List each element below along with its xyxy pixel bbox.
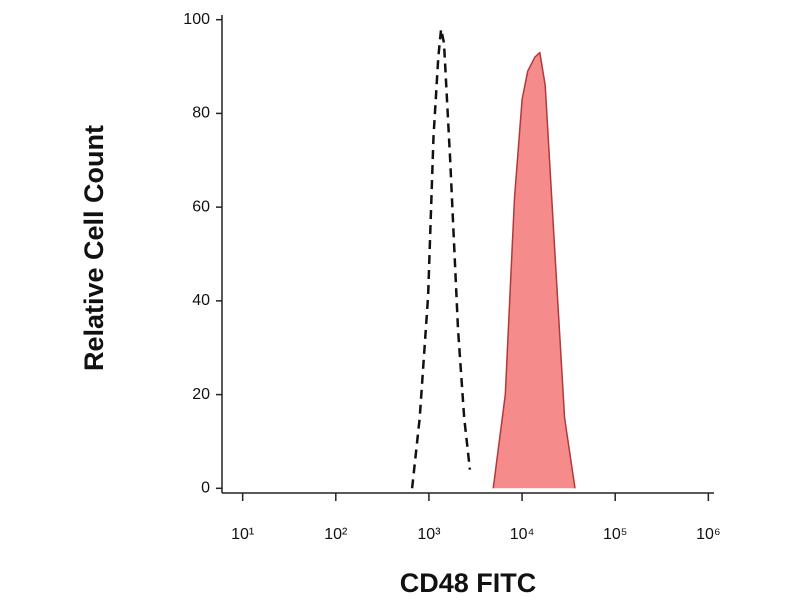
- x-tick-label: 10⁶: [696, 526, 720, 543]
- y-tick-label: 80: [192, 105, 210, 122]
- x-tick-label: 10³: [417, 526, 441, 543]
- y-tick-label: 40: [192, 292, 210, 309]
- y-tick-label: 0: [201, 480, 210, 497]
- x-axis-title: CD48 FITC: [400, 568, 537, 598]
- y-tick-label: 20: [192, 386, 210, 403]
- x-tick-label: 10⁴: [510, 526, 535, 543]
- y-tick-label: 100: [183, 11, 210, 28]
- histogram-line: [410, 27, 472, 489]
- y-tick-label: 60: [192, 198, 210, 215]
- x-tick-label: 10²: [324, 526, 348, 543]
- x-tick-label: 10⁵: [603, 526, 627, 543]
- x-tick-label: 10¹: [231, 526, 254, 543]
- histogram-area: [492, 51, 576, 489]
- y-axis-title: Relative Cell Count: [79, 125, 109, 371]
